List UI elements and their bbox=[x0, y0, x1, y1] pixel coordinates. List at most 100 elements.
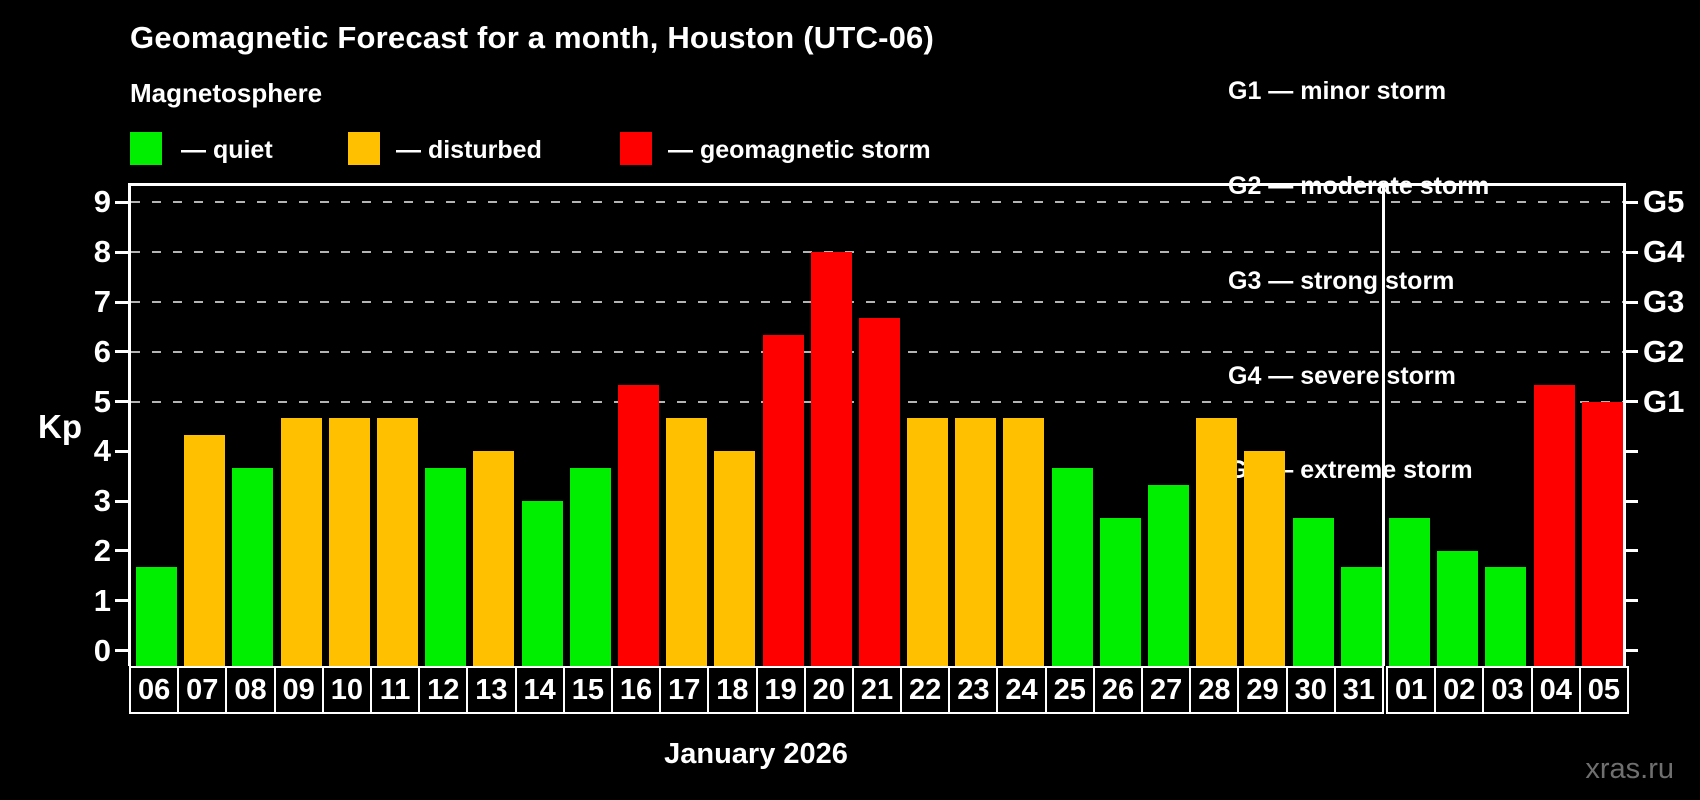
g-label-G1: G1 bbox=[1643, 383, 1685, 419]
y-tick-left-2 bbox=[115, 549, 128, 553]
g-label-G3: G3 bbox=[1643, 284, 1685, 320]
bar-day-21 bbox=[858, 318, 900, 666]
legend-label-storm: — geomagnetic storm bbox=[668, 136, 931, 164]
grid-line-kp9 bbox=[131, 201, 1623, 204]
y-tick-left-9 bbox=[115, 200, 128, 204]
y-tick-right-5 bbox=[1625, 400, 1638, 404]
g-legend-line-g3: G3 — strong storm bbox=[1228, 266, 1455, 295]
bar-day-05 bbox=[1581, 401, 1623, 666]
bar-day-28 bbox=[1196, 418, 1238, 666]
day-label-04: 04 bbox=[1530, 666, 1581, 714]
day-label-16: 16 bbox=[610, 666, 662, 714]
bar-day-01 bbox=[1389, 517, 1431, 666]
day-label-11: 11 bbox=[369, 666, 421, 714]
y-tick-right-8 bbox=[1625, 250, 1638, 254]
month-divider bbox=[1382, 183, 1386, 666]
bar-day-08 bbox=[232, 467, 274, 666]
g-legend-line-g1: G1 — minor storm bbox=[1228, 77, 1447, 106]
g-label-G4: G4 bbox=[1643, 234, 1685, 270]
y-tick-right-7 bbox=[1625, 300, 1638, 304]
bar-day-30 bbox=[1292, 517, 1334, 666]
day-label-19: 19 bbox=[755, 666, 806, 714]
x-axis-title: January 2026 bbox=[664, 738, 848, 770]
y-tick-label-4: 4 bbox=[93, 433, 111, 469]
day-label-31: 31 bbox=[1333, 666, 1385, 714]
bar-day-10 bbox=[328, 418, 370, 666]
day-label-06: 06 bbox=[129, 666, 180, 714]
day-label-12: 12 bbox=[418, 666, 469, 714]
day-label-24: 24 bbox=[996, 666, 1047, 714]
day-label-03: 03 bbox=[1482, 666, 1533, 714]
bar-day-18 bbox=[714, 451, 756, 666]
day-label-08: 08 bbox=[225, 666, 276, 714]
plot-frame-right bbox=[1623, 183, 1626, 666]
bar-day-19 bbox=[762, 335, 804, 666]
bar-day-07 bbox=[184, 434, 226, 666]
y-axis-title: Kp bbox=[38, 408, 82, 445]
bar-day-25 bbox=[1051, 467, 1093, 666]
watermark: xras.ru bbox=[1585, 753, 1674, 785]
day-label-27: 27 bbox=[1141, 666, 1192, 714]
magnetosphere-label: Magnetosphere bbox=[130, 78, 323, 108]
bar-day-09 bbox=[280, 418, 322, 666]
y-tick-right-9 bbox=[1625, 200, 1638, 204]
y-tick-left-0 bbox=[115, 649, 128, 652]
bar-day-14 bbox=[521, 501, 563, 666]
y-tick-label-2: 2 bbox=[93, 532, 111, 568]
bar-day-16 bbox=[617, 385, 659, 666]
bar-day-03 bbox=[1485, 567, 1527, 666]
g-label-G2: G2 bbox=[1643, 333, 1685, 369]
legend-label-quiet: — quiet bbox=[181, 136, 273, 164]
day-label-18: 18 bbox=[707, 666, 758, 714]
g-legend-line-g4: G4 — severe storm bbox=[1228, 361, 1456, 390]
y-tick-right-4 bbox=[1625, 449, 1638, 453]
bar-day-11 bbox=[376, 418, 418, 666]
plot-frame-top bbox=[128, 183, 1626, 186]
bar-day-23 bbox=[955, 418, 997, 666]
y-tick-label-8: 8 bbox=[93, 234, 111, 270]
bar-day-24 bbox=[1003, 418, 1045, 666]
bar-day-22 bbox=[907, 418, 949, 666]
y-tick-label-6: 6 bbox=[93, 333, 111, 369]
bar-day-29 bbox=[1244, 451, 1286, 666]
day-label-09: 09 bbox=[273, 666, 324, 714]
day-label-28: 28 bbox=[1189, 666, 1240, 714]
y-tick-label-3: 3 bbox=[93, 483, 111, 519]
y-tick-left-7 bbox=[115, 300, 128, 304]
bar-day-13 bbox=[473, 451, 515, 666]
legend-swatch-storm bbox=[620, 132, 652, 165]
plot-frame-left bbox=[128, 183, 131, 666]
y-tick-right-1 bbox=[1625, 599, 1638, 603]
day-label-02: 02 bbox=[1434, 666, 1485, 714]
day-label-20: 20 bbox=[803, 666, 854, 714]
day-label-30: 30 bbox=[1285, 666, 1336, 714]
g-legend-line-g2: G2 — moderate storm bbox=[1228, 171, 1489, 203]
y-tick-right-6 bbox=[1625, 350, 1638, 354]
bar-day-20 bbox=[810, 252, 852, 666]
day-label-25: 25 bbox=[1044, 666, 1095, 714]
day-label-05: 05 bbox=[1578, 666, 1629, 714]
bar-day-06 bbox=[136, 567, 177, 666]
y-tick-left-1 bbox=[115, 599, 128, 603]
grid-line-kp7 bbox=[131, 301, 1623, 304]
day-label-29: 29 bbox=[1237, 666, 1288, 714]
bar-day-04 bbox=[1533, 385, 1575, 666]
g-label-G5: G5 bbox=[1643, 184, 1685, 220]
legend-label-disturbed: — disturbed bbox=[396, 136, 542, 164]
bar-day-31 bbox=[1340, 567, 1382, 666]
day-label-10: 10 bbox=[321, 666, 372, 714]
y-tick-right-3 bbox=[1625, 499, 1638, 503]
y-tick-right-2 bbox=[1625, 549, 1638, 553]
y-tick-left-6 bbox=[115, 350, 128, 354]
y-tick-label-7: 7 bbox=[93, 284, 111, 320]
day-label-01: 01 bbox=[1386, 666, 1437, 714]
day-label-15: 15 bbox=[562, 666, 613, 714]
y-tick-left-8 bbox=[115, 250, 128, 254]
day-label-14: 14 bbox=[514, 666, 565, 714]
bar-day-17 bbox=[666, 418, 708, 666]
bar-day-12 bbox=[425, 467, 467, 666]
y-tick-label-1: 1 bbox=[93, 582, 111, 618]
bar-day-02 bbox=[1437, 550, 1479, 666]
grid-line-kp8 bbox=[131, 251, 1623, 254]
